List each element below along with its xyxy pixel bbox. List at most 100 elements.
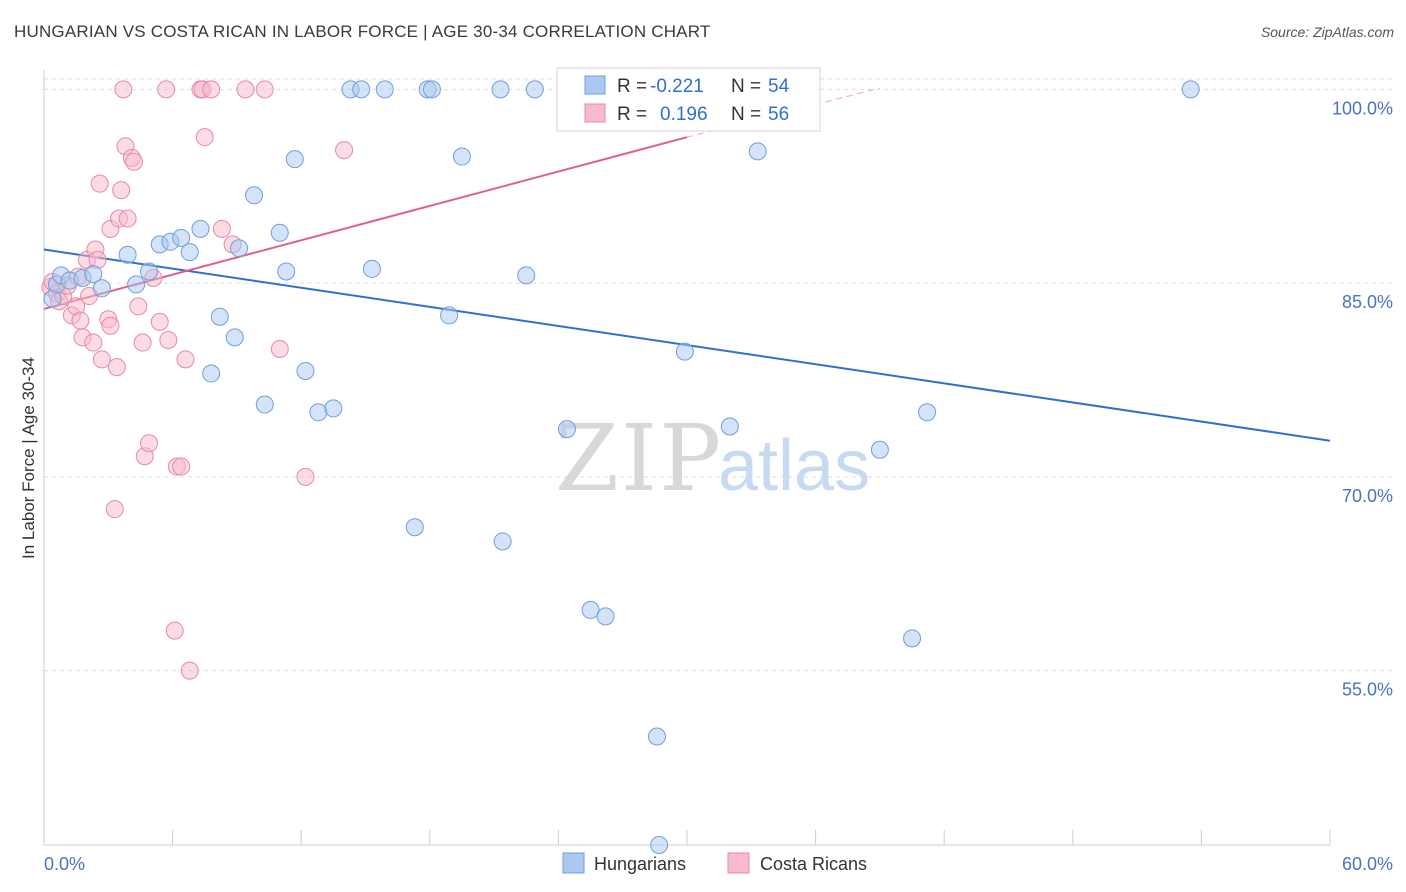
legend-n-label-2: N = — [731, 104, 761, 125]
hungarian-point — [748, 142, 767, 161]
costa-rican-point — [118, 209, 137, 228]
costa-rican-point — [129, 297, 148, 316]
hungarian-point — [180, 243, 199, 262]
x-tick-label-max: 60.0% — [1342, 854, 1393, 874]
costa-rican-point — [159, 330, 178, 349]
hungarian-point — [493, 532, 512, 551]
grid-lines — [44, 78, 1394, 672]
hungarian-point — [92, 279, 111, 298]
chart-title: HUNGARIAN VS COSTA RICAN IN LABOR FORCE … — [14, 22, 711, 41]
y-axis-title: In Labor Force | Age 30-34 — [19, 357, 38, 559]
hungarian-point — [225, 328, 244, 347]
legend-swatch-hungarians — [584, 75, 606, 95]
hungarian-point — [84, 265, 103, 284]
legend-r-value-1: -0.221 — [650, 76, 704, 97]
bottom-legend-hungarians: Hungarians — [594, 854, 686, 874]
hungarian-point — [309, 403, 328, 422]
hungarian-point — [581, 600, 600, 619]
costa-rican-point — [202, 80, 221, 99]
hungarian-point — [255, 395, 274, 414]
costa-rican-point — [125, 152, 144, 171]
costa-rican-point — [114, 80, 133, 99]
hungarian-point — [596, 607, 615, 626]
costa-rican-point — [92, 350, 111, 369]
costa-rican-point — [270, 340, 289, 358]
hungarian-point — [525, 80, 544, 99]
x-tick-label-min: 0.0% — [44, 854, 85, 874]
costa-rican-points — [41, 80, 628, 680]
legend-box: R = -0.221 N = 54 R = 0.196 N = 56 — [556, 67, 821, 132]
hungarian-point — [210, 307, 229, 326]
source-label: Source: ZipAtlas.com — [1260, 24, 1394, 40]
hungarian-point — [362, 259, 381, 278]
costa-rican-point — [84, 333, 103, 352]
legend-r-label-1: R = — [617, 76, 647, 97]
costa-rican-point — [107, 358, 126, 377]
costa-rican-point — [150, 312, 169, 331]
hungarian-point — [720, 417, 739, 436]
hungarian-point — [440, 306, 459, 325]
hungarian-point — [491, 80, 510, 99]
hungarian-point — [870, 440, 889, 459]
hungarian-point — [277, 262, 296, 281]
axes — [43, 70, 1331, 846]
bottom-legend-costa-ricans: Costa Ricans — [760, 854, 867, 874]
hungarian-point — [1181, 80, 1200, 99]
costa-rican-point — [157, 80, 176, 99]
legend-swatch-costa-ricans — [584, 103, 606, 123]
hungarian-point — [352, 80, 371, 99]
y-tick-label: 85.0% — [1342, 292, 1393, 312]
hungarian-point — [127, 275, 146, 294]
y-tick-label: 100.0% — [1332, 98, 1393, 118]
hungarian-point — [903, 629, 922, 648]
costa-rican-point — [255, 80, 274, 99]
costa-rican-point — [172, 457, 191, 476]
bottom-legend-swatch-costa-ricans — [727, 852, 750, 874]
hungarian-point — [285, 150, 304, 169]
tick-labels: 55.0% 70.0% 85.0% 100.0% 0.0% 60.0% — [44, 98, 1393, 874]
costa-rican-point — [101, 316, 120, 335]
costa-rican-point — [140, 434, 159, 453]
costa-rican-point — [133, 333, 152, 352]
legend-r-value-2: 0.196 — [660, 104, 708, 125]
hungarian-point — [172, 228, 191, 247]
legend-n-value-2: 56 — [768, 104, 789, 125]
legend-n-label-1: N = — [731, 76, 761, 97]
hungarian-point — [557, 420, 576, 439]
costa-rican-point — [112, 181, 131, 200]
hungarian-point — [375, 80, 394, 99]
costa-rican-point — [195, 128, 214, 147]
hungarian-point — [405, 518, 424, 537]
watermark-zip: ZIP — [555, 405, 723, 512]
hungarian-point — [324, 399, 343, 418]
legend-n-value-1: 54 — [768, 76, 790, 97]
watermark: ZIP atlas — [555, 405, 870, 512]
hungarian-point — [245, 186, 264, 205]
costa-rican-point — [176, 350, 195, 369]
y-tick-label: 55.0% — [1342, 680, 1393, 700]
costa-rican-point — [296, 467, 315, 486]
hungarian-point — [452, 147, 471, 166]
hungarian-point — [675, 342, 694, 361]
hungarian-points — [43, 80, 1200, 854]
hungarian-point — [647, 727, 666, 746]
costa-rican-point — [165, 621, 184, 640]
watermark-atlas: atlas — [718, 426, 870, 506]
hungarian-point — [202, 364, 221, 383]
y-tick-label: 70.0% — [1342, 486, 1393, 506]
hungarian-point — [118, 245, 137, 264]
costa-rican-point — [90, 174, 109, 193]
trend-lines — [43, 87, 1331, 442]
costa-rican-point — [71, 311, 90, 330]
hungarian-point — [230, 239, 249, 258]
bottom-legend: Hungarians Costa Ricans — [562, 852, 867, 874]
hungarian-point — [517, 266, 536, 285]
hungarian-point — [650, 836, 669, 854]
costa-rican-point — [335, 141, 354, 160]
costa-rican-point — [236, 80, 255, 99]
costa-rican-point — [105, 500, 124, 519]
costa-rican-point — [180, 661, 199, 680]
bottom-legend-swatch-hungarians — [562, 852, 585, 874]
hungarian-point — [422, 80, 441, 99]
